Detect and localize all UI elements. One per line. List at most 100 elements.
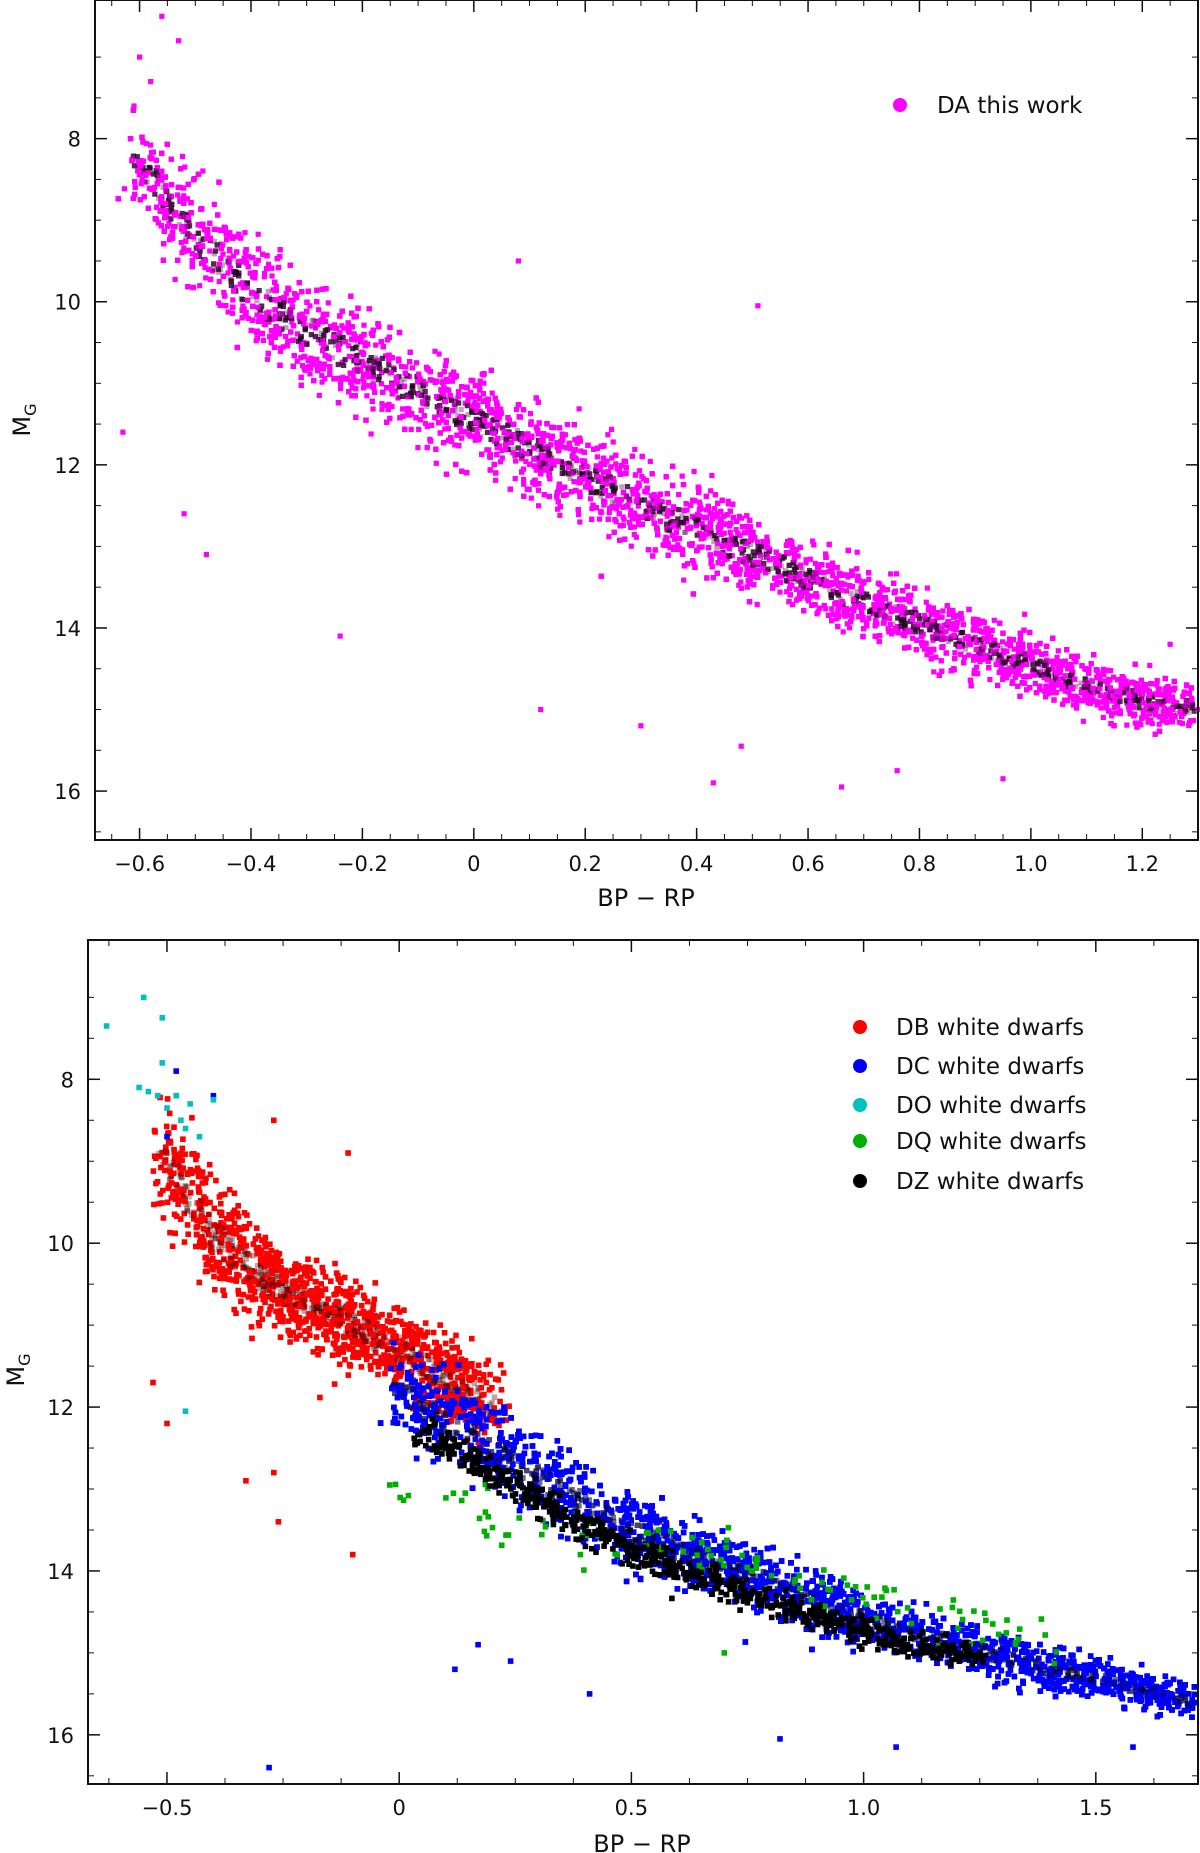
data-point bbox=[744, 543, 750, 550]
data-point bbox=[548, 455, 555, 461]
data-point bbox=[610, 439, 616, 445]
data-point bbox=[709, 516, 715, 522]
data-point bbox=[442, 426, 448, 432]
data-point bbox=[1163, 695, 1169, 701]
data-point bbox=[1117, 693, 1123, 699]
data-point bbox=[1037, 658, 1043, 664]
data-point bbox=[469, 426, 475, 432]
data-point bbox=[210, 266, 216, 272]
data-point bbox=[900, 617, 906, 623]
data-point bbox=[479, 422, 485, 428]
data-point bbox=[255, 257, 261, 263]
data-point bbox=[781, 554, 787, 560]
data-point bbox=[1087, 689, 1093, 695]
data-point bbox=[1033, 642, 1039, 649]
data-point bbox=[911, 626, 917, 632]
data-point bbox=[244, 280, 250, 286]
data-point bbox=[726, 553, 732, 559]
data-point bbox=[606, 510, 612, 516]
data-point bbox=[566, 471, 572, 477]
data-point bbox=[456, 417, 462, 423]
data-point bbox=[901, 622, 908, 628]
data-point bbox=[179, 153, 186, 160]
data-point bbox=[682, 529, 688, 535]
data-point bbox=[147, 165, 153, 171]
data-point bbox=[803, 571, 809, 577]
data-point bbox=[504, 437, 510, 443]
data-point bbox=[454, 421, 460, 428]
data-point bbox=[153, 168, 159, 174]
data-point bbox=[168, 216, 174, 222]
data-point bbox=[168, 206, 174, 212]
data-point bbox=[661, 506, 667, 512]
data-point bbox=[795, 578, 801, 585]
data-point bbox=[350, 346, 356, 352]
data-point bbox=[503, 436, 509, 442]
data-point bbox=[799, 588, 805, 594]
data-point bbox=[628, 507, 634, 513]
data-point bbox=[323, 345, 329, 351]
data-point bbox=[1063, 679, 1069, 685]
data-point bbox=[282, 310, 288, 316]
data-point bbox=[595, 478, 601, 484]
data-point bbox=[1132, 695, 1138, 701]
data-point bbox=[650, 509, 656, 515]
data-point bbox=[958, 630, 964, 636]
data-point bbox=[448, 397, 454, 403]
data-point bbox=[297, 319, 303, 325]
data-point bbox=[559, 465, 565, 471]
data-point bbox=[269, 297, 275, 303]
data-point bbox=[350, 346, 356, 352]
data-point bbox=[409, 386, 415, 392]
data-point bbox=[895, 623, 901, 630]
data-point bbox=[1059, 676, 1065, 682]
data-point bbox=[867, 608, 873, 614]
data-point bbox=[277, 331, 283, 337]
data-point bbox=[957, 637, 963, 644]
data-point bbox=[1000, 639, 1006, 645]
data-point bbox=[1189, 700, 1195, 706]
data-point bbox=[514, 436, 520, 442]
data-point bbox=[232, 284, 238, 290]
data-point bbox=[649, 500, 655, 506]
data-point bbox=[304, 341, 310, 347]
data-point bbox=[902, 617, 908, 623]
data-point bbox=[1136, 697, 1142, 703]
data-point bbox=[410, 389, 416, 395]
data-point bbox=[500, 435, 506, 441]
data-point bbox=[465, 412, 471, 418]
data-point bbox=[130, 153, 137, 159]
data-point bbox=[763, 548, 769, 554]
data-point bbox=[681, 520, 687, 526]
data-point bbox=[631, 524, 637, 530]
data-point bbox=[166, 198, 172, 204]
data-point bbox=[383, 368, 389, 374]
data-point bbox=[480, 372, 487, 378]
data-point bbox=[828, 594, 834, 601]
data-point bbox=[247, 270, 253, 276]
data-point bbox=[1146, 698, 1152, 704]
data-point bbox=[545, 452, 551, 458]
data-point bbox=[576, 469, 582, 476]
data-point bbox=[953, 641, 959, 647]
data-point bbox=[1078, 680, 1084, 686]
data-point bbox=[152, 191, 158, 197]
data-point bbox=[490, 426, 496, 432]
data-point bbox=[587, 476, 593, 482]
data-point bbox=[621, 516, 627, 522]
data-point bbox=[1015, 641, 1022, 647]
data-point bbox=[739, 550, 745, 556]
data-point bbox=[479, 410, 485, 417]
data-point bbox=[956, 640, 962, 647]
data-point bbox=[212, 248, 219, 254]
data-point bbox=[396, 394, 402, 400]
data-point bbox=[228, 278, 234, 284]
data-point bbox=[928, 622, 934, 629]
data-point bbox=[609, 483, 615, 489]
data-point bbox=[807, 572, 813, 579]
data-point bbox=[400, 393, 406, 399]
data-point bbox=[708, 528, 714, 534]
data-point bbox=[1147, 706, 1153, 712]
data-point bbox=[719, 561, 725, 567]
data-point bbox=[580, 471, 586, 477]
